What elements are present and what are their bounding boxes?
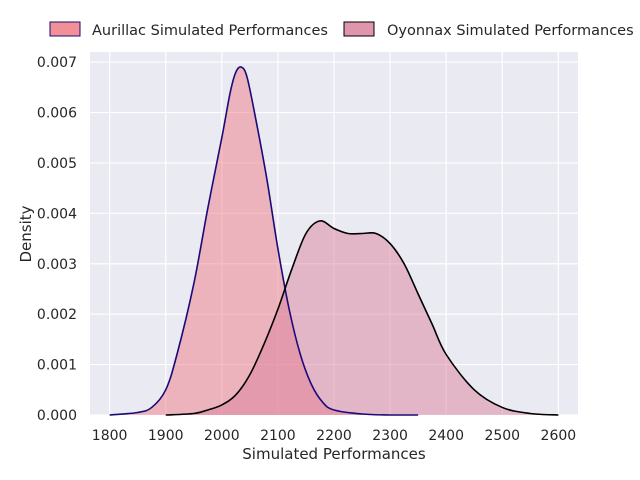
y-axis-label: Density [17, 205, 35, 262]
density-area-oyonnax [165, 220, 559, 415]
y-tick-label: 0.000 [37, 408, 77, 424]
legend-label-aurillac: Aurillac Simulated Performances [92, 23, 328, 39]
x-tick-label: 2500 [484, 428, 520, 444]
y-tick-label: 0.002 [37, 307, 77, 323]
x-axis-ticks: 1800 1900 2000 2100 2200 2300 2400 2500 2600 [92, 428, 576, 444]
density-line-aurillac [109, 66, 419, 416]
series-layer [109, 66, 559, 416]
x-axis-label: Simulated Performances [242, 445, 426, 463]
x-tick-label: 2000 [204, 428, 240, 444]
x-tick-label: 2600 [541, 428, 577, 444]
y-tick-label: 0.006 [37, 106, 77, 122]
legend-label-oyonnax: Oyonnax Simulated Performances [387, 23, 634, 39]
legend: Aurillac Simulated Performances Oyonnax … [49, 21, 634, 39]
y-tick-label: 0.004 [37, 206, 77, 222]
legend-swatch-oyonnax [343, 21, 375, 37]
y-tick-label: 0.003 [37, 257, 77, 273]
x-tick-label: 2400 [428, 428, 464, 444]
density-area-aurillac [109, 66, 419, 416]
y-tick-label: 0.001 [37, 358, 77, 374]
y-axis-ticks: 0.000 0.001 0.002 0.003 0.004 0.005 0.006 0.007 [37, 55, 77, 424]
x-tick-label: 1800 [92, 428, 128, 444]
density-line-oyonnax [165, 220, 559, 416]
x-tick-label: 2200 [316, 428, 352, 444]
y-tick-label: 0.005 [37, 156, 77, 172]
legend-swatch-aurillac [49, 21, 81, 37]
x-tick-label: 2300 [372, 428, 408, 444]
x-tick-label: 2100 [260, 428, 296, 444]
y-tick-label: 0.007 [37, 55, 77, 71]
x-tick-label: 1900 [148, 428, 184, 444]
